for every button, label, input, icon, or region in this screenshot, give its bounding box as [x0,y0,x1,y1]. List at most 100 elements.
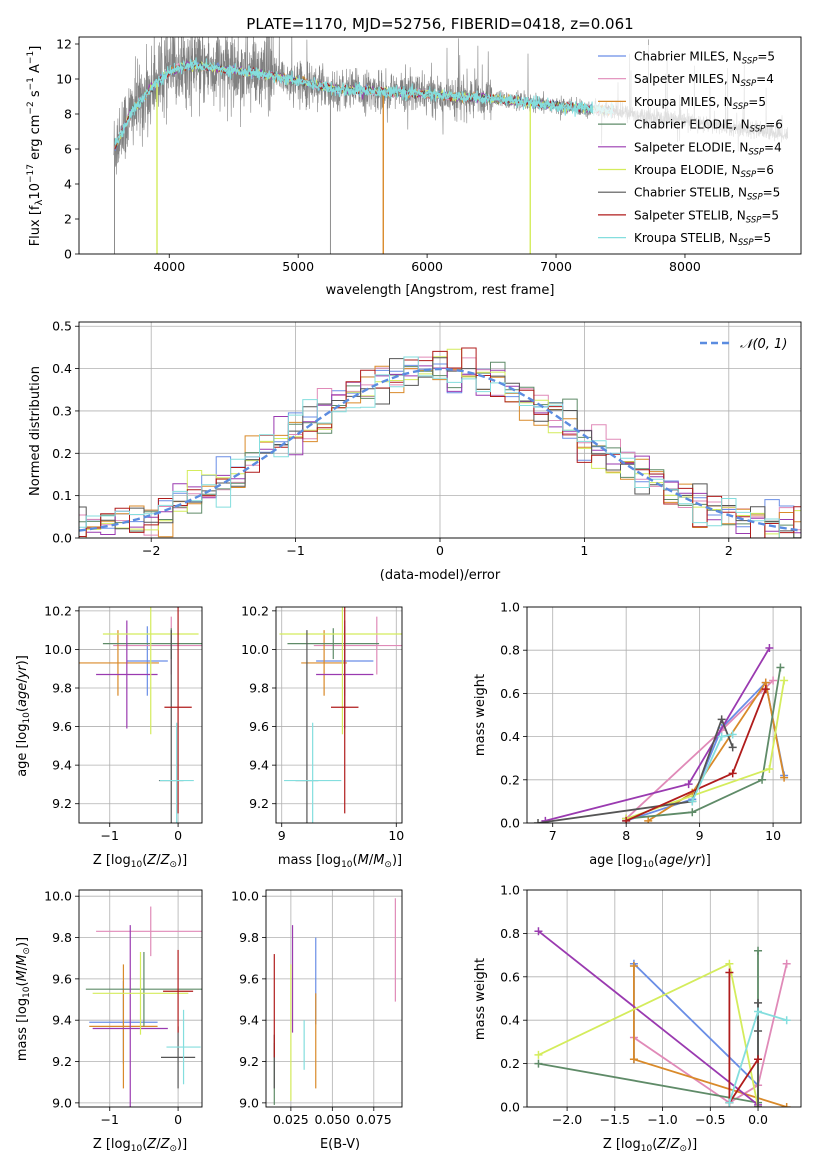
x-tick-label: 9 [696,828,704,843]
mass_vs_EBV-marks [273,898,396,1105]
y-tick-label: 9.6 [249,719,269,734]
series-marker [644,816,653,823]
series-marker [534,927,543,936]
x-tick-label: −1.0 [647,1112,677,1127]
age_vs_mass-frame: 9 10 9.2 9.4 9.6 9.8 10.0 10.2 [241,603,404,843]
x-tick-label: 5000 [282,259,314,274]
y-tick-label: 0.6 [500,686,520,701]
error-bar-point-6 [279,607,402,735]
mass_weight_vs_age-frame: 7 8 9 10 0.0 0.2 0.4 0.6 0.8 1.0 [500,600,802,843]
y-tick-label: 0.2 [52,446,72,461]
residual-histogram-panel: −2 −1 0 1 2 0.0 0.1 0.2 0.3 0.4 0.5 (data-model)/e… [28,319,802,583]
age-vs-metallicity-panel: −1 09.29.49.69.810.010.2 Z [log10(Z/Z⊙)] … [15,603,203,870]
x-tick-label: 1 [580,543,588,558]
series-marker [688,797,697,806]
series-marker [728,769,737,778]
age_vs_Z-marks [79,607,202,823]
series-marker [534,1050,543,1059]
error-bar-point-5 [96,620,158,729]
series-marker [717,732,726,741]
error-bar-point-6 [102,607,199,735]
residual-ylabel: Normed distribution [28,366,43,496]
series-marker [534,819,543,823]
y-tick-label: 8 [64,107,72,122]
legend-label-6: Kroupa ELODIE, NSSP=6 [634,163,774,180]
mass-vs-metallicity-panel: −1 0 9.0 9.2 9.4 9.6 9.8 10.0 Z [log10(Z/Z⊙)] m… [15,889,203,1154]
residuals-marks [79,347,801,538]
series-marker [725,959,734,968]
mass-weight-series-4 [534,946,763,1107]
y-tick-label: 0.8 [500,926,520,941]
age-vs-mass-panel: 9 10 9.2 9.4 9.6 9.8 10.0 10.2 mass [log10(M/M⊙… [241,603,404,870]
y-tick-label: 9.4 [52,758,72,773]
series-marker [769,676,778,685]
y-tick-label: 0.4 [500,1013,520,1028]
mass-weight-vs-age-panel: 7 8 9 10 0.0 0.2 0.4 0.6 0.8 1.0 age [log10(age/y… [473,600,802,870]
x-tick-label: 4000 [153,259,185,274]
y-tick-label: 0.0 [500,816,520,831]
series-line [647,680,785,822]
error-bar-point-8 [163,949,194,1033]
spectrum-title: PLATE=1170, MJD=52756, FIBERID=0418, z=0… [246,15,633,33]
y-tick-label: 9.6 [52,719,72,734]
error-bar-point-7 [161,1026,196,1089]
error-bar-point-5 [92,925,168,1107]
series-marker [534,1059,543,1068]
mass-weight-vs-age-ylabel: mass weight [473,674,488,756]
series-line [537,930,759,1106]
residual-plot-area: −2 −1 0 1 2 0.0 0.1 0.2 0.3 0.4 0.5 [52,319,802,558]
series-marker [754,1103,763,1107]
error-bar-point-4 [287,628,380,660]
mass-weight-vs-metallicity-panel: −2.0 −1.5 −1.0 −0.5 0.0 0.0 0.2 0.4 0.6 0.8 1.0 Z … [473,883,802,1154]
mass-vs-ebv-xlabel: E(B-V) [320,1137,360,1152]
spectrum-plot-area: 4000 5000 6000 7000 8000 0 2 4 6 8 10 12 [56,36,802,274]
mass-vs-metallicity-plot-area: −1 0 9.0 9.2 9.4 9.6 9.8 10.0 [44,889,203,1127]
mass_vs_Z-marks [85,906,202,1107]
mass-weight-series-6 [622,676,789,823]
age_vs_Z-frame: −1 0 9.2 9.4 9.6 9.8 10.0 10.2 [44,603,203,843]
y-tick-label: 9.2 [249,796,269,811]
y-tick-label: 9.4 [239,1013,259,1028]
series-marker [725,1098,734,1107]
mass_vs_Z-frame: −1 0 9.0 9.2 9.4 9.6 9.8 10.0 [44,889,203,1127]
mass-weight-series-3 [629,961,791,1107]
axes-frame [526,606,802,824]
y-tick-label: 0 [64,247,72,262]
axes-frame [78,606,203,824]
series-line [626,667,782,820]
legend-label-1: Chabrier MILES, NSSP=5 [634,50,775,67]
mass_weight_vs_age-marks [534,644,789,823]
series-marker [776,663,785,672]
series-marker [629,1055,638,1064]
kroupa-stelib-overlay-line [114,57,614,145]
series-marker [728,743,737,752]
y-tick-label: 0.0 [52,531,72,546]
mass-vs-ebv-plot-area: 0.025 0.050 0.075 9.0 9.2 9.4 9.6 9.8 10.0 [231,889,403,1127]
y-tick-label: 10.0 [44,889,72,904]
y-tick-label: 0.0 [500,1100,520,1115]
y-tick-label: 9.8 [52,930,72,945]
axes-frame [78,889,203,1108]
y-tick-label: 4 [64,177,72,192]
y-tick-label: 2 [64,212,72,227]
y-tick-label: 0.1 [52,488,72,503]
series-marker [765,644,774,653]
axes-frame [78,36,802,255]
age_vs_Z-grid [79,607,202,823]
mass-weight-vs-metallicity-plot-area: −2.0 −1.5 −1.0 −0.5 0.0 0.0 0.2 0.4 0.6 0.8 1.0 [500,883,802,1127]
age-vs-mass-plot-area: 9 10 9.2 9.4 9.6 9.8 10.0 10.2 [241,603,404,843]
series-marker [688,808,697,817]
y-tick-label: 9.6 [52,971,72,986]
axes-frame [265,889,403,1108]
mass-weight-vs-metallicity-xlabel: Z [log10(Z/Z⊙)] [603,1137,697,1154]
error-bar-point-9 [159,722,194,823]
y-tick-label: 10.0 [241,642,269,657]
spectrum-legend: Chabrier MILES, NSSP=5 Salpeter MILES, NS… [593,45,798,250]
error-bar-point-8 [330,607,359,814]
mass-weight-series-5 [541,644,774,823]
error-bar-point-6 [92,952,189,1035]
series-marker [761,685,770,694]
y-tick-label: 10 [56,72,72,87]
mass-weight-vs-age-xlabel: age [log10(age/yr)] [589,853,711,870]
